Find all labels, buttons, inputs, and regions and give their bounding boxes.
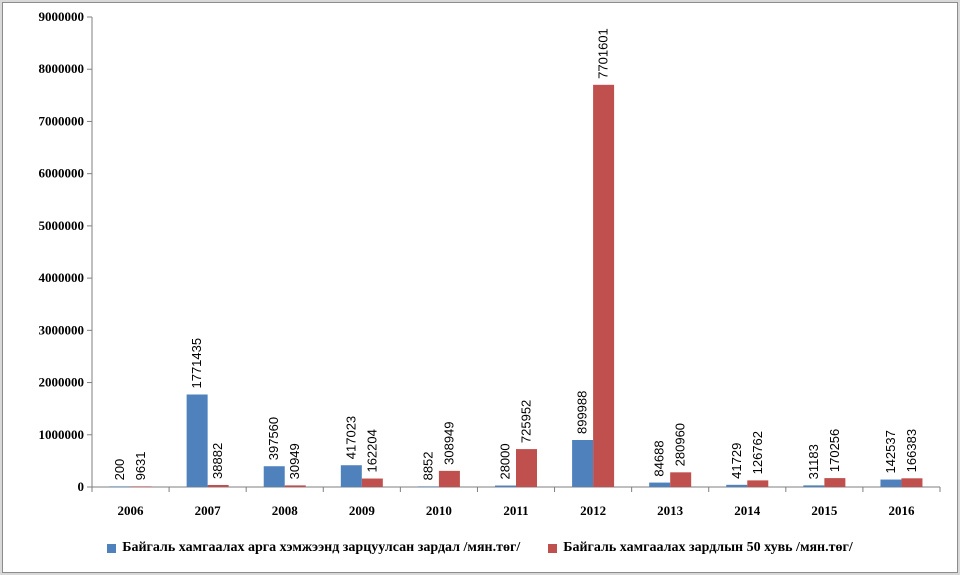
data-label-series-2: 162204 (364, 429, 379, 472)
bar-series-2 (361, 478, 383, 487)
y-tick-label: 9000000 (39, 9, 85, 24)
bar-series-1 (340, 465, 362, 487)
bar-series-2 (284, 485, 306, 487)
bar-series-2 (516, 449, 537, 487)
data-label-series-1: 417023 (343, 416, 358, 459)
x-tick-label: 2007 (195, 503, 222, 518)
legend-item-series-1: Байгаль хамгаалах арга хэмжээнд зарцуулс… (107, 540, 520, 556)
data-label-series-2: 38882 (210, 443, 225, 479)
y-tick-label: 2000000 (39, 375, 85, 390)
legend-item-series-2: Байгаль хамгаалах зардлын 50 хувь /мян.т… (548, 540, 853, 556)
data-label-series-1: 397560 (266, 417, 281, 460)
x-tick-label: 2006 (118, 503, 145, 518)
bar-series-2 (593, 84, 615, 487)
x-tick-label: 2010 (426, 503, 452, 518)
data-label-series-2: 308949 (441, 421, 456, 464)
data-label-series-2: 725952 (519, 400, 534, 443)
data-label-series-1: 1771435 (189, 338, 204, 389)
bar-series-1 (417, 486, 439, 487)
data-label-series-1: 8852 (420, 451, 435, 480)
data-label-series-2: 7701601 (596, 28, 611, 79)
bar-series-2 (824, 478, 846, 487)
chart-legend: Байгаль хамгаалах арга хэмжээнд зарцуулс… (0, 540, 960, 556)
data-label-series-2: 280960 (673, 423, 688, 466)
y-tick-label: 5000000 (39, 218, 85, 233)
bar-series-2 (901, 478, 923, 487)
data-label-series-2: 9631 (133, 451, 148, 480)
y-tick-label: 7000000 (39, 113, 85, 128)
legend-label-series-1: Байгаль хамгаалах арга хэмжээнд зарцуулс… (122, 540, 521, 555)
x-tick-label: 2008 (272, 503, 299, 518)
bar-series-1 (726, 484, 748, 487)
data-label-series-1: 28000 (498, 443, 513, 479)
bar-series-1 (649, 482, 671, 487)
data-label-series-2: 126762 (750, 431, 765, 474)
y-tick-label: 1000000 (39, 427, 85, 442)
legend-label-series-2: Байгаль хамгаалах зардлын 50 хувь /мян.т… (563, 540, 853, 555)
bar-series-1 (495, 485, 516, 487)
data-label-series-2: 166383 (904, 429, 919, 472)
x-tick-label: 2009 (349, 503, 376, 518)
data-label-series-1: 200 (112, 459, 127, 481)
x-tick-label: 2013 (657, 503, 684, 518)
bar-series-2 (130, 486, 152, 487)
data-label-series-1: 31183 (806, 444, 821, 479)
x-tick-label: 2014 (734, 503, 761, 518)
bar-series-1 (803, 485, 825, 487)
x-tick-label: 2016 (888, 503, 915, 518)
chart-bars (109, 84, 923, 487)
data-label-series-1: 899988 (575, 391, 590, 434)
bar-series-2 (747, 480, 769, 487)
chart-data-labels: 200 1771435 397560 417023 8852 28000 899988 846… (112, 28, 919, 480)
y-tick-label: 8000000 (39, 61, 85, 76)
bar-series-1 (572, 440, 594, 487)
data-label-series-1: 142537 (883, 430, 898, 473)
data-label-series-1: 84688 (652, 440, 667, 476)
y-tick-label: 0 (78, 479, 85, 494)
x-tick-label: 2012 (580, 503, 606, 518)
data-label-series-2: 170256 (827, 429, 842, 472)
bar-series-1 (186, 394, 208, 487)
bar-series-2 (670, 472, 692, 487)
data-label-series-2: 30949 (287, 443, 302, 479)
x-tick-label: 2011 (503, 503, 528, 518)
bar-series-2 (207, 484, 229, 487)
bar-series-2 (438, 470, 460, 487)
y-tick-label: 6000000 (39, 166, 85, 181)
legend-swatch-series-1 (107, 543, 117, 553)
y-tick-label: 4000000 (39, 270, 85, 285)
x-tick-label: 2015 (811, 503, 838, 518)
bar-series-1 (263, 466, 285, 487)
chart-axes: 0 1000000 2000000 3000000 4000000 5000000 6000… (39, 9, 941, 518)
data-label-series-1: 41729 (729, 443, 744, 479)
y-tick-label: 3000000 (39, 322, 85, 337)
bar-series-1 (109, 486, 131, 487)
legend-swatch-series-2 (548, 543, 558, 553)
bar-series-1 (880, 479, 902, 487)
